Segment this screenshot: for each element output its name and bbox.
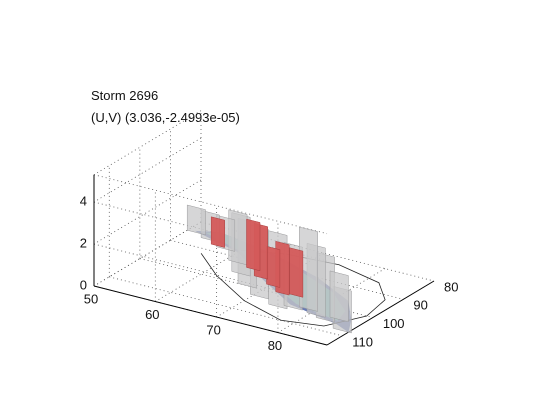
grid-line — [93, 179, 202, 245]
grid-line — [277, 268, 386, 333]
x-tick-label: 80 — [268, 338, 282, 353]
red-core-column — [246, 218, 261, 272]
red-core-column — [210, 216, 225, 248]
grid-line — [109, 276, 343, 337]
grid-line — [93, 137, 202, 203]
grid-line — [93, 110, 202, 176]
z-tick-label: 0 — [80, 277, 87, 292]
y-axis-line — [326, 280, 435, 346]
grey-shell-column — [186, 204, 206, 236]
x-tick-label: 50 — [84, 291, 98, 306]
grey-shell-column — [329, 270, 349, 323]
z-tick-label: 4 — [80, 193, 87, 208]
x-axis-line — [93, 285, 328, 346]
y-tick-label: 110 — [352, 334, 373, 349]
red-core-column — [266, 245, 281, 288]
x-tick-label: 60 — [145, 307, 159, 322]
grid-line — [93, 174, 328, 235]
y-tick-label: 80 — [444, 279, 458, 294]
z-tick-label: 2 — [80, 235, 87, 250]
grid-line — [93, 221, 202, 287]
chart-title-line-2: (U,V) (3.036,-2.4993e-05) — [91, 110, 240, 125]
grid-line — [93, 221, 202, 287]
y-tick-label: 90 — [413, 298, 427, 313]
x-tick-label: 70 — [206, 322, 220, 337]
red-core-column — [289, 247, 304, 298]
y-tick-label: 100 — [383, 316, 405, 331]
chart-title-line-1: Storm 2696 — [91, 88, 159, 103]
